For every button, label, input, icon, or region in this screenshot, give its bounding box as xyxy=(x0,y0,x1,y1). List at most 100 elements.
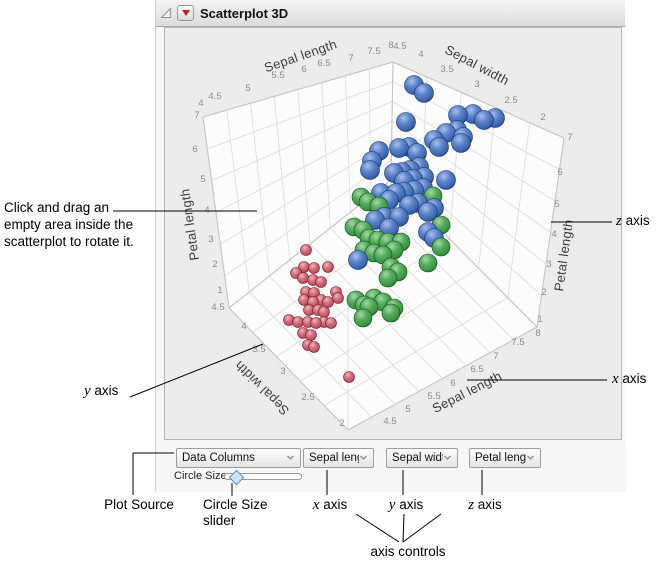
data-point-blue[interactable] xyxy=(396,112,416,132)
annotation-y-axis: y axis xyxy=(84,383,119,399)
box-edge xyxy=(202,116,230,309)
axis-tick-label: 4 xyxy=(198,98,203,109)
axis-tick-label: 8 xyxy=(535,328,540,339)
axis-tick-label: 1 xyxy=(537,314,542,325)
leader-line xyxy=(402,513,442,543)
data-point-green[interactable] xyxy=(378,268,398,288)
annotation-circle-size-slider: Circle Size slider xyxy=(203,497,268,528)
axis-tick-label: 7.5 xyxy=(367,46,380,57)
axis-tick-label: 2 xyxy=(339,418,344,429)
data-point-red[interactable] xyxy=(310,317,322,329)
box-edge xyxy=(228,307,349,431)
red-triangle-menu-button[interactable] xyxy=(177,5,194,21)
data-point-red[interactable] xyxy=(308,262,320,274)
y-axis-dropdown[interactable]: Sepal width xyxy=(386,448,458,468)
data-columns-dropdown[interactable]: Data Columns xyxy=(176,448,301,468)
box-edge xyxy=(392,61,565,139)
axis-tick-label: 1 xyxy=(217,285,222,296)
annotation-axis-controls: axis controls xyxy=(370,544,446,559)
data-point-red[interactable] xyxy=(315,276,327,288)
data-point-red[interactable] xyxy=(332,292,344,304)
data-point-blue[interactable] xyxy=(429,137,449,157)
data-point-blue[interactable] xyxy=(451,133,471,153)
axis-tick-label: 6 xyxy=(450,378,455,389)
gridline xyxy=(300,267,479,382)
data-point-blue[interactable] xyxy=(348,250,368,270)
axis-tick-label: 4.5 xyxy=(393,41,406,52)
data-point-green[interactable] xyxy=(418,253,438,273)
axis-tick-label: 5.5 xyxy=(271,70,284,81)
gridline xyxy=(391,120,551,233)
data-point-blue[interactable] xyxy=(414,83,434,103)
data-point-red[interactable] xyxy=(292,316,304,328)
annotation-y-axis-control: y axis xyxy=(388,497,424,513)
axis-tick-label: 3 xyxy=(474,79,479,90)
data-point-red[interactable] xyxy=(322,261,334,273)
chevron-down-icon xyxy=(527,455,534,460)
dropdown-label: Sepal length xyxy=(309,452,359,464)
data-point-red[interactable] xyxy=(343,371,355,383)
axis-tick-label: 6 xyxy=(557,167,562,178)
dropdown-label: Petal length xyxy=(475,452,526,464)
data-point-green[interactable] xyxy=(431,237,451,257)
data-point-red[interactable] xyxy=(305,329,317,341)
axis-tick-label: 2.5 xyxy=(504,95,517,106)
gridline xyxy=(248,291,372,418)
axis-tick-label: 4.5 xyxy=(208,91,221,102)
box-edge xyxy=(390,61,394,181)
axis-tick-label: 3.5 xyxy=(252,344,265,355)
axis-tick-label: 4.5 xyxy=(383,416,396,427)
axis-tick-label: 4 xyxy=(551,229,556,240)
data-point-blue[interactable] xyxy=(474,110,494,130)
chevron-down-icon xyxy=(360,455,367,460)
data-point-green[interactable] xyxy=(381,303,401,323)
plot-wall-right xyxy=(391,62,564,327)
panel-titlebar: Scatterplot 3D xyxy=(156,0,625,27)
dropdown-label: Sepal width xyxy=(392,452,443,464)
scatterplot-3d-panel: Scatterplot 3D 4 4.5 5 5.5 6 6.5 7 7.5 8 Sepal le… xyxy=(155,0,626,492)
disclosure-triangle-icon[interactable] xyxy=(159,6,173,20)
axis-tick-label: 4.5 xyxy=(211,302,224,313)
data-point-blue[interactable] xyxy=(360,160,380,180)
data-point-red[interactable] xyxy=(322,296,334,308)
data-points xyxy=(283,75,505,383)
data-point-red[interactable] xyxy=(318,306,330,318)
axis-tick-label: 4 xyxy=(418,49,423,60)
axis-tick-label: 5 xyxy=(554,199,559,210)
circle-size-slider-track[interactable] xyxy=(224,473,302,480)
axis-tick-label: 4 xyxy=(204,205,209,216)
axis-tick-label: 2.5 xyxy=(301,392,314,403)
axis-tick-label: 7.5 xyxy=(511,337,524,348)
x-axis-dropdown[interactable]: Sepal length xyxy=(303,448,374,468)
axis-tick-label: 2 xyxy=(541,287,546,298)
gridline xyxy=(323,297,509,406)
data-point-red[interactable] xyxy=(325,317,337,329)
data-point-blue[interactable] xyxy=(436,170,456,190)
data-point-blue[interactable] xyxy=(418,202,438,222)
axis-tick-label: 5 xyxy=(245,83,250,94)
gridline xyxy=(211,100,393,182)
axis-tick-label: 7 xyxy=(493,351,498,362)
data-point-red[interactable] xyxy=(308,341,320,353)
red-triangle-icon xyxy=(181,10,190,16)
data-point-blue[interactable] xyxy=(389,138,409,158)
box-edge xyxy=(202,61,394,118)
chevron-down-icon xyxy=(287,455,294,460)
annotation-x-axis-control: x axis xyxy=(312,497,348,513)
data-point-green[interactable] xyxy=(353,308,373,328)
annotation-z-axis: z axis xyxy=(616,213,650,229)
panel-title: Scatterplot 3D xyxy=(200,5,289,21)
axis-tick-label: 7 xyxy=(567,132,572,143)
axis-tick-label: 8 xyxy=(388,40,393,51)
axis-tick-label: 5.5 xyxy=(427,391,440,402)
axis-tick-label: 4 xyxy=(241,321,246,332)
axis-tick-label: 5 xyxy=(405,404,410,415)
data-point-red[interactable] xyxy=(297,272,309,284)
data-point-red[interactable] xyxy=(300,244,312,256)
z-axis-dropdown[interactable]: Petal length xyxy=(469,448,541,468)
axis-tick-label: 7 xyxy=(348,53,353,64)
gridline xyxy=(224,160,392,277)
axis-tick-label: 2 xyxy=(540,112,545,123)
leader-line xyxy=(355,513,400,543)
